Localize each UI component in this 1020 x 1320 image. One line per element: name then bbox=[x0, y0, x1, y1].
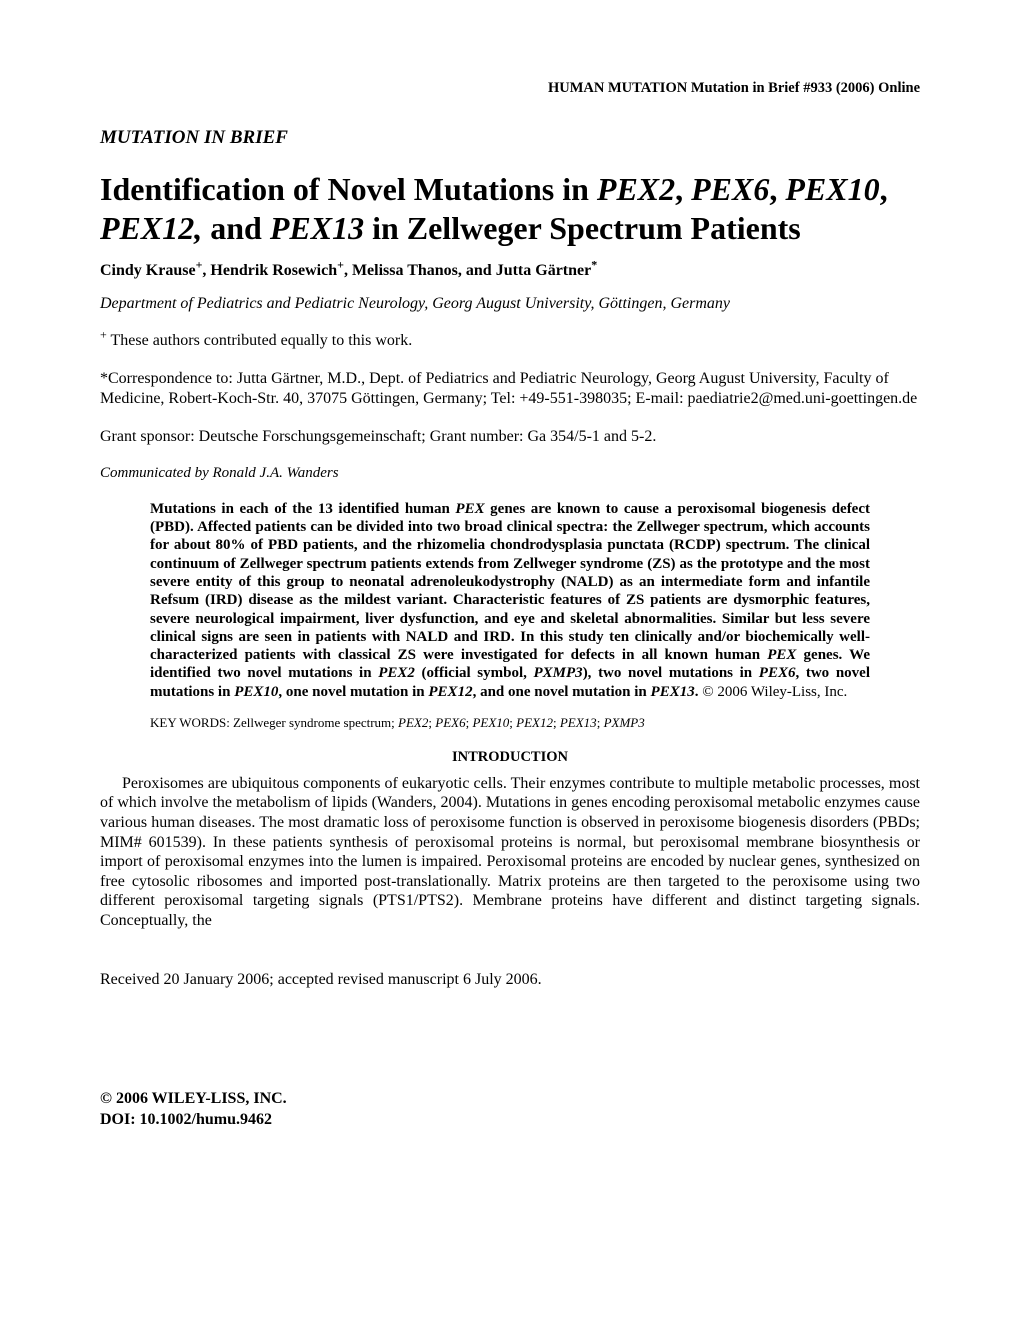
affiliation: Department of Pediatrics and Pediatric N… bbox=[100, 294, 920, 313]
section-heading-introduction: INTRODUCTION bbox=[100, 749, 920, 766]
doi-line: DOI: 10.1002/humu.9462 bbox=[100, 1110, 920, 1131]
keywords: KEY WORDS: Zellweger syndrome spectrum; … bbox=[150, 715, 870, 731]
authors: Cindy Krause+, Hendrik Rosewich+, Meliss… bbox=[100, 261, 920, 280]
received-date: Received 20 January 2006; accepted revis… bbox=[100, 970, 920, 989]
abstract: Mutations in each of the 13 identified h… bbox=[150, 500, 870, 701]
equal-contribution-note: + These authors contributed equally to t… bbox=[100, 331, 920, 350]
copyright-line: © 2006 WILEY-LISS, INC. bbox=[100, 1089, 920, 1110]
body-paragraph: Peroxisomes are ubiquitous components of… bbox=[100, 774, 920, 930]
running-head: HUMAN MUTATION Mutation in Brief #933 (2… bbox=[100, 80, 920, 97]
communicated-by: Communicated by Ronald J.A. Wanders bbox=[100, 464, 920, 482]
section-label: MUTATION IN BRIEF bbox=[100, 127, 920, 150]
correspondence: *Correspondence to: Jutta Gärtner, M.D.,… bbox=[100, 369, 920, 409]
grant-sponsor: Grant sponsor: Deutsche Forschungsgemein… bbox=[100, 427, 920, 446]
article-title: Identification of Novel Mutations in PEX… bbox=[100, 170, 920, 247]
page-footer: © 2006 WILEY-LISS, INC. DOI: 10.1002/hum… bbox=[100, 1089, 920, 1131]
